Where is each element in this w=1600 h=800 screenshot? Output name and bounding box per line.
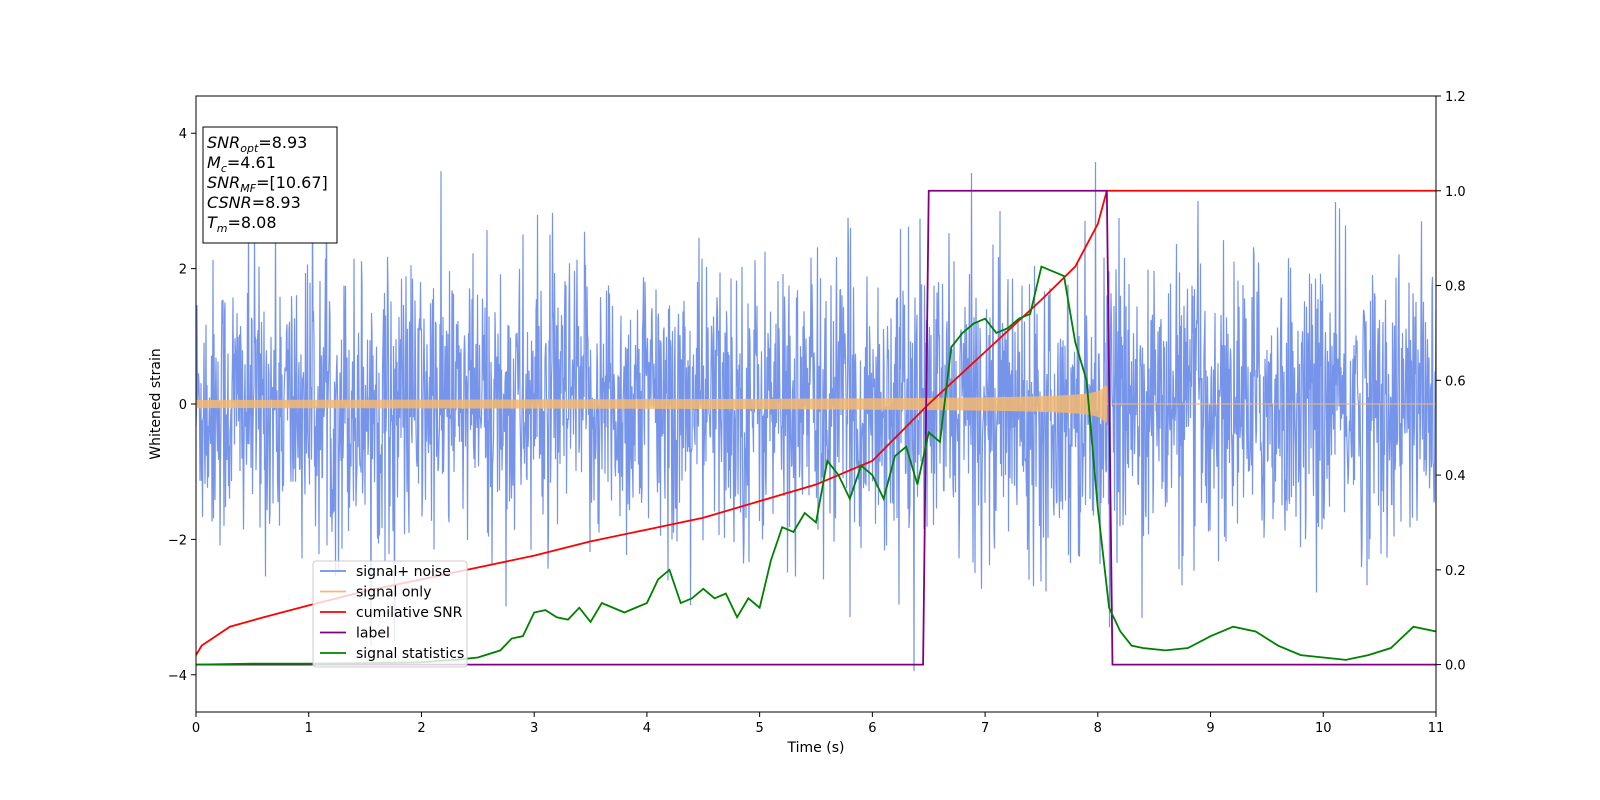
info-base: SNR: [207, 133, 240, 152]
info-value: =8.93: [252, 193, 301, 212]
x-axis-label: Time (s): [787, 740, 845, 756]
y-right-tick-label: 1.0: [1445, 185, 1466, 200]
info-box-row: SNRopt=8.93: [207, 133, 307, 155]
x-axis-ticks: 0 1 2 3 4 5 6 7 8 9 10 11: [192, 712, 1444, 736]
y-right-tick-label: 0.0: [1445, 659, 1466, 674]
y-right-axis-ticks: 1.2 1.0 0.8 0.6 0.4 0.2 0.0: [1436, 90, 1466, 674]
x-tick-label: 5: [755, 721, 763, 736]
info-value: =8.08: [228, 213, 277, 232]
y-left-axis-ticks: 4 2 0 −2 −4: [168, 127, 196, 684]
y-left-tick-label: 2: [179, 263, 187, 278]
legend-frame: [312, 560, 468, 668]
x-tick-label: 7: [981, 721, 989, 736]
info-subscript: c: [221, 162, 227, 175]
plot-series-layer: [196, 133, 1436, 672]
info-box-frame: [202, 126, 338, 244]
info-value: =[10.67]: [256, 173, 328, 192]
x-tick-label: 6: [868, 721, 876, 736]
x-tick-label: 9: [1206, 721, 1214, 736]
series-line-label: [196, 189, 1436, 666]
x-tick-label: 1: [305, 721, 313, 736]
series-line-signal-noise: [196, 133, 1436, 672]
info-base: SNR: [207, 173, 240, 192]
info-subscript: m: [217, 222, 228, 235]
y-right-tick-label: 0.4: [1445, 469, 1466, 484]
legend-label: label: [356, 626, 390, 642]
legend-label: cumilative SNR: [356, 605, 463, 621]
y-left-tick-label: 4: [179, 127, 187, 142]
y-left-tick-label: −2: [168, 533, 187, 548]
series-line-signal-statistics: [196, 265, 1436, 666]
info-box-row: Tm=8.08: [207, 213, 277, 235]
y-left-tick-label: −4: [168, 669, 187, 684]
info-base: CSNR: [207, 193, 252, 212]
legend-label: signal+ noise: [356, 564, 451, 580]
info-subscript: opt: [240, 142, 259, 155]
info-box-row: CSNR=8.93: [207, 193, 301, 212]
legend-label: signal only: [356, 585, 431, 601]
info-base: T: [207, 213, 218, 232]
legend: signal+ noise signal only cumilative SNR la…: [312, 560, 468, 668]
y-right-tick-label: 0.8: [1445, 280, 1466, 295]
info-box-row: SNRMF=[10.67]: [207, 173, 328, 195]
info-base: M: [207, 153, 221, 172]
x-tick-label: 0: [192, 721, 200, 736]
x-tick-label: 11: [1428, 721, 1445, 736]
info-value: =4.61: [227, 153, 276, 172]
x-tick-label: 8: [1094, 721, 1102, 736]
x-tick-label: 2: [417, 721, 425, 736]
y-left-tick-label: 0: [179, 398, 187, 413]
x-tick-label: 3: [530, 721, 538, 736]
info-box-row: Mc=4.61: [207, 153, 276, 175]
y-right-tick-label: 0.2: [1445, 564, 1466, 579]
info-box: SNRopt=8.93Mc=4.61SNRMF=[10.67]CSNR=8.93…: [202, 126, 338, 244]
x-tick-label: 4: [643, 721, 651, 736]
y-axis-label: Whitened strain: [148, 348, 164, 459]
legend-label: signal statistics: [356, 646, 464, 662]
y-right-tick-label: 1.2: [1445, 90, 1466, 105]
x-tick-label: 10: [1315, 721, 1332, 736]
info-value: =8.93: [258, 133, 307, 152]
series-line-signal-only: [196, 385, 1436, 423]
y-right-tick-label: 0.6: [1445, 374, 1466, 389]
info-subscript: MF: [240, 182, 256, 195]
